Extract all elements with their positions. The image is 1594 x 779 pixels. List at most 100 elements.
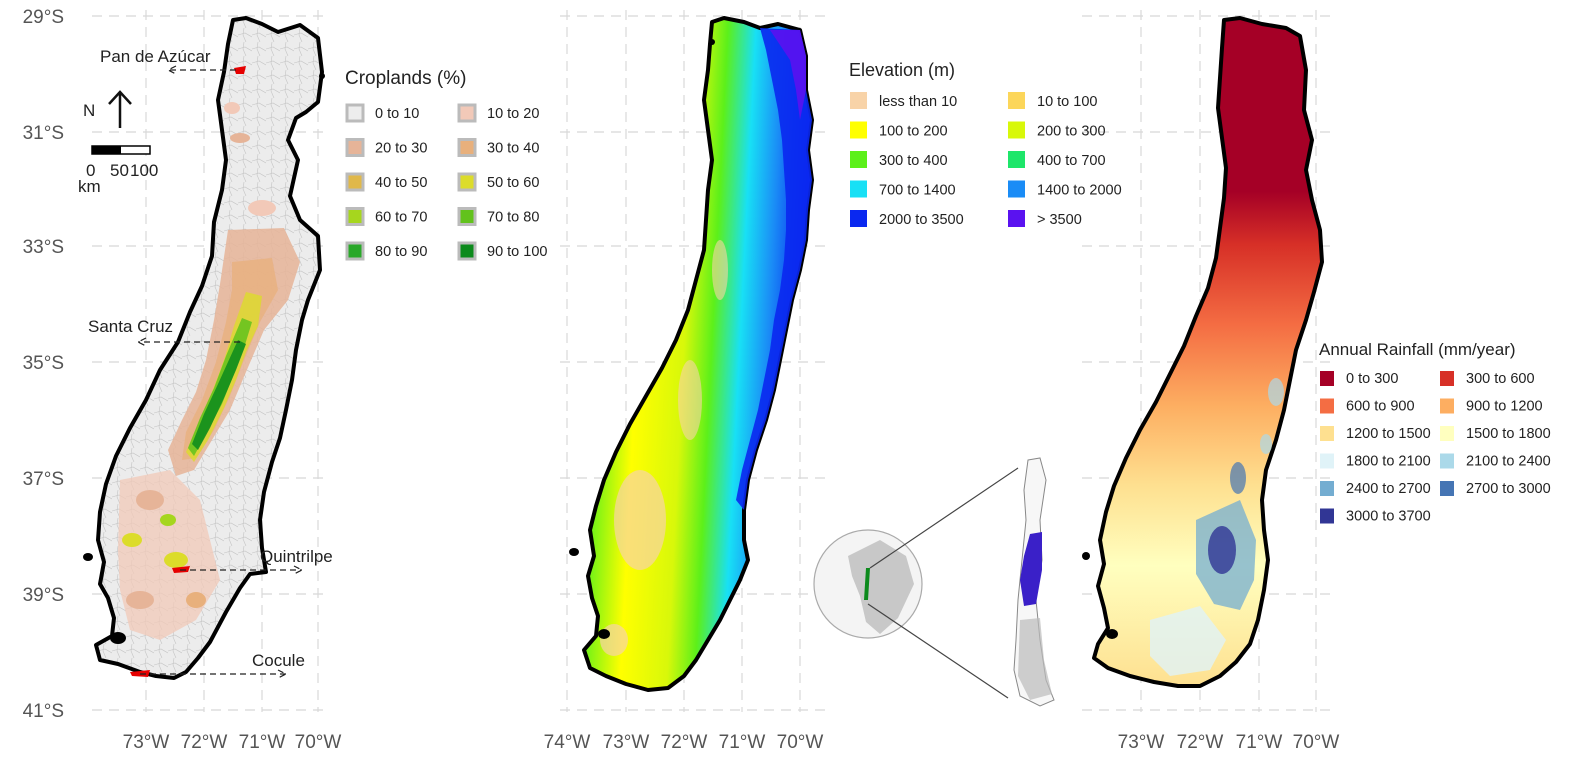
latitude-tick-label: 39°S	[23, 585, 64, 606]
legend-swatch	[1440, 398, 1454, 414]
longitude-tick-label: 74°W	[544, 732, 591, 753]
cropland-patches	[118, 66, 300, 677]
rainfall-legend-title: Annual Rainfall (mm/year)	[1319, 340, 1516, 359]
croplands-legend-title: Croplands (%)	[345, 68, 466, 89]
legend-label: > 3500	[1037, 212, 1082, 228]
latitude-tick-label: 29°S	[23, 7, 64, 28]
latitude-tick-label: 41°S	[23, 701, 64, 722]
legend-label: 600 to 900	[1346, 399, 1415, 415]
legend-label: 3000 to 3700	[1346, 509, 1431, 525]
north-arrow: N	[83, 90, 132, 128]
site-label-quintrilpe: Quintrilpe	[260, 547, 333, 566]
north-arrow-label: N	[83, 101, 95, 120]
elevation-legend: Elevation (m) less than 10 10 to 100 100 t…	[849, 60, 1122, 228]
legend-swatch	[850, 210, 867, 227]
legend-swatch	[345, 138, 365, 157]
longitude-tick-label: 72°W	[181, 732, 228, 753]
legend-label: 200 to 300	[1037, 124, 1106, 140]
legend-label: 80 to 90	[375, 244, 427, 260]
legend-label: 10 to 100	[1037, 94, 1097, 110]
legend-swatch	[1440, 453, 1454, 469]
site-label-cocule: Cocule	[252, 651, 305, 670]
study-region-inset	[1020, 532, 1042, 606]
longitude-tick-label: 73°W	[123, 732, 170, 753]
legend-label: 300 to 600	[1466, 371, 1535, 387]
legend-swatch	[1320, 453, 1334, 469]
legend-label: 10 to 20	[487, 106, 539, 122]
north-arrow-icon	[108, 90, 132, 128]
longitude-tick-label: 71°W	[239, 732, 286, 753]
legend-label: 90 to 100	[487, 244, 547, 260]
legend-label: 30 to 40	[487, 141, 539, 157]
longitude-axis-rainfall: 73°W 72°W 71°W 70°W	[1118, 732, 1340, 753]
longitude-tick-label: 72°W	[661, 732, 708, 753]
legend-label: 50 to 60	[487, 175, 539, 191]
legend-swatch	[457, 172, 477, 192]
legend-swatch	[1008, 151, 1025, 168]
croplands-map	[83, 16, 325, 680]
legend-swatch	[457, 138, 477, 157]
legend-label: 700 to 1400	[879, 183, 956, 199]
site-labels: Pan de Azúcar Santa Cruz Quintrilpe Cocu…	[88, 47, 333, 679]
longitude-tick-label: 70°W	[777, 732, 824, 753]
legend-swatch	[850, 92, 867, 109]
rainfall-map	[1082, 16, 1324, 688]
legend-swatch	[850, 180, 867, 198]
legend-label: less than 10	[879, 94, 957, 110]
legend-label: 60 to 70	[375, 210, 427, 226]
legend-swatch	[850, 121, 867, 139]
legend-swatch	[345, 207, 365, 226]
legend-swatch	[1008, 180, 1025, 198]
longitude-tick-label: 70°W	[1293, 732, 1340, 753]
legend-label: 0 to 10	[375, 106, 419, 122]
legend-swatch	[1008, 121, 1025, 139]
legend-swatch	[1440, 371, 1454, 386]
scale-bar: 0 50 100 km	[78, 145, 158, 196]
legend-swatch	[457, 103, 477, 123]
legend-swatch	[1320, 426, 1334, 441]
scale-tick-50: 50	[110, 161, 129, 180]
elevation-legend-title: Elevation (m)	[849, 60, 955, 80]
chile-region-rainfall	[1092, 16, 1324, 688]
latitude-axis: 29°S 31°S 33°S 35°S 37°S 39°S 41°S	[23, 7, 64, 722]
globe-inset	[813, 457, 1055, 707]
longitude-axis-croplands: 73°W 72°W 71°W 70°W	[123, 732, 342, 753]
legend-label: 2100 to 2400	[1466, 454, 1551, 470]
latitude-tick-label: 33°S	[23, 237, 64, 258]
longitude-tick-label: 71°W	[719, 732, 766, 753]
legend-swatch	[1320, 481, 1334, 496]
legend-swatch	[457, 241, 477, 261]
elevation-map	[569, 16, 814, 692]
legend-swatch	[1008, 92, 1025, 109]
legend-swatch	[345, 241, 365, 261]
legend-label: 2000 to 3500	[879, 212, 964, 228]
legend-label: 1500 to 1800	[1466, 426, 1551, 442]
scale-tick-100: 100	[130, 161, 158, 180]
legend-swatch	[1440, 426, 1454, 441]
legend-label: 100 to 200	[879, 124, 948, 140]
legend-swatch	[345, 103, 365, 123]
legend-swatch	[1320, 398, 1334, 414]
legend-swatch	[457, 207, 477, 226]
legend-label: 400 to 700	[1037, 153, 1106, 169]
legend-label: 2700 to 3000	[1466, 481, 1551, 497]
legend-swatch	[1440, 481, 1454, 496]
legend-label: 0 to 300	[1346, 371, 1398, 387]
legend-label: 900 to 1200	[1466, 399, 1543, 415]
longitude-axis-elevation: 74°W 73°W 72°W 71°W 70°W	[544, 732, 824, 753]
croplands-legend: Croplands (%) 0 to 10 10 to 20 20 to 30 30 …	[345, 68, 547, 261]
legend-label: 300 to 400	[879, 153, 948, 169]
longitude-tick-label: 73°W	[603, 732, 650, 753]
legend-label: 1200 to 1500	[1346, 426, 1431, 442]
legend-label: 1400 to 2000	[1037, 183, 1122, 199]
longitude-tick-label: 70°W	[295, 732, 342, 753]
longitude-tick-label: 71°W	[1236, 732, 1283, 753]
legend-label: 70 to 80	[487, 210, 539, 226]
legend-swatch	[1320, 371, 1334, 386]
legend-swatch	[1320, 508, 1334, 524]
scale-unit: km	[78, 177, 101, 196]
scale-tick-0: 0	[86, 161, 95, 180]
legend-swatch	[1008, 210, 1025, 227]
rainfall-legend: Annual Rainfall (mm/year) 0 to 300 300 to…	[1319, 340, 1551, 525]
